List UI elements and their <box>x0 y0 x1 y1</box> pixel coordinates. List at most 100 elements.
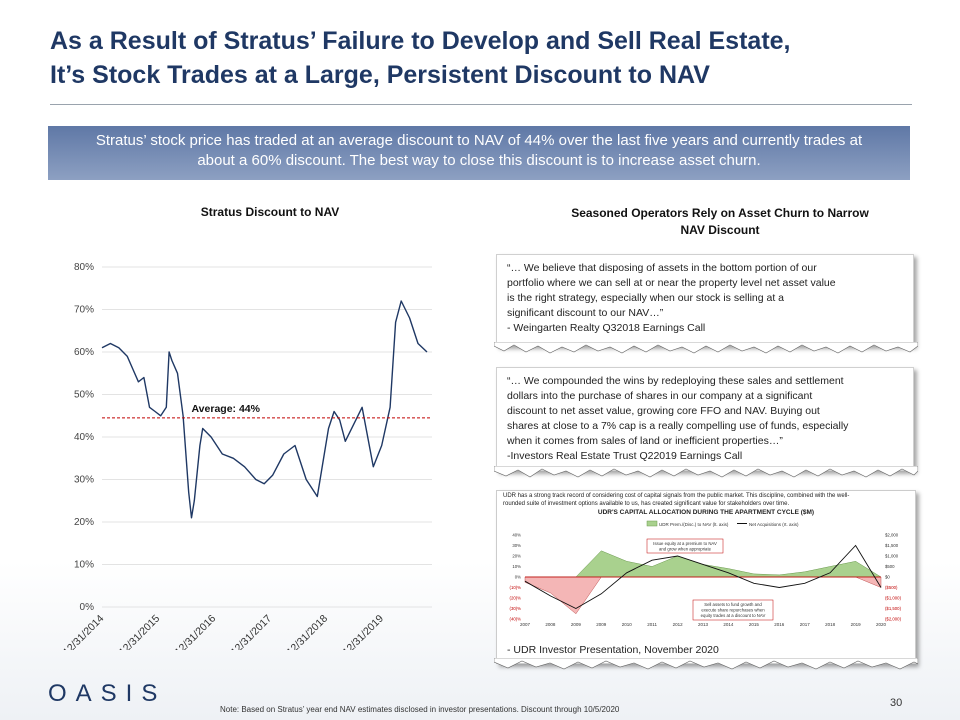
udr-right-tick-label: ($500) <box>885 585 898 590</box>
udr-left-tick-label: (30)% <box>510 606 522 611</box>
udr-x-tick-label: 2010 <box>622 622 633 627</box>
discount-series-line <box>101 300 428 519</box>
quote-line: “… We compounded the wins by redeploying… <box>507 375 844 387</box>
right-title-line-2: NAV Discount <box>680 223 760 237</box>
page-title-line-2: It’s Stock Trades at a Large, Persistent… <box>50 61 710 89</box>
quote-line: significant discount to our NAV…” <box>507 307 664 319</box>
udr-left-tick-label: (20)% <box>510 596 522 601</box>
average-label: Average: 44% <box>191 403 260 415</box>
quote-line: “… We believe that disposing of assets i… <box>507 262 817 274</box>
udr-left-tick-label: 10% <box>512 564 521 569</box>
udr-x-tick-label: 2012 <box>673 622 684 627</box>
chart-x-tick-label: 12/31/2015 <box>117 613 163 650</box>
chart-y-tick-label: 20% <box>74 517 94 528</box>
udr-annotation-top-text: Issue equity at a premium to NAV <box>653 541 717 546</box>
udr-annotation-bottom-text: execute share repurchases when <box>701 608 765 613</box>
udr-left-tick-label: (40)% <box>510 617 522 622</box>
udr-x-tick-label: 2018 <box>825 622 836 627</box>
udr-left-tick-label: 40% <box>512 533 521 538</box>
udr-right-tick-label: $500 <box>885 564 895 569</box>
udr-legend-swatch-premium <box>646 520 658 527</box>
page-title: As a Result of Stratus’ Failure to Devel… <box>50 24 930 92</box>
chart-y-tick-label: 60% <box>74 347 94 358</box>
quote-line: when it comes from sales of land or inef… <box>507 435 783 447</box>
udr-annotation-bottom-text: Sell assets to fund growth and <box>704 602 762 607</box>
udr-annotation-top-text: and grow when appropriate <box>659 547 712 552</box>
udr-legend: UDR Prem./(Disc.) to NAV (lt. axis) Net … <box>646 520 799 527</box>
udr-left-tick-label: 30% <box>512 543 521 548</box>
page-number: 30 <box>890 697 903 709</box>
quote-source: -Investors Real Estate Trust Q22019 Earn… <box>507 450 743 462</box>
chart-title: Stratus Discount to NAV <box>200 205 340 219</box>
udr-x-tick-label: 2014 <box>723 622 734 627</box>
udr-x-tick-label: 2020 <box>876 622 887 627</box>
udr-right-tick-label: $2,000 <box>885 533 899 538</box>
chart-x-tick-label: 12/31/2018 <box>284 613 330 650</box>
udr-x-tick-label: 2019 <box>851 622 862 627</box>
udr-right-tick-label: ($2,000) <box>885 617 902 622</box>
udr-right-tick-label: $0 <box>885 575 890 580</box>
quote-line: dollars into the purchase of shares in o… <box>507 390 813 402</box>
udr-annotation-bottom-box <box>692 599 774 621</box>
title-divider <box>50 104 912 105</box>
udr-x-tick-label: 2015 <box>749 622 760 627</box>
quote-line: shares at close to a 7% cap is a really … <box>507 420 849 432</box>
quote-line: discount to net asset value, growing cor… <box>507 405 820 417</box>
quote-line: is the right strategy, especially when o… <box>507 292 785 304</box>
udr-x-tick-label: 2009 <box>596 622 607 627</box>
chart-y-tick-label: 0% <box>80 602 95 613</box>
udr-chart-title: UDR'S CAPITAL ALLOCATION DURING THE APAR… <box>597 509 815 516</box>
udr-legend-label-net: Net Acquisitions (rt. axis) <box>749 522 799 527</box>
quote-line: portfolio where we can sell at or near t… <box>507 277 836 289</box>
udr-annotation-top: Issue equity at a premium to NAV and gro… <box>646 538 724 554</box>
udr-x-axis: 2007 2008 2009 2009 2010 2011 2012 2013 2014 2015… <box>520 622 887 627</box>
udr-capital-allocation-chart: UDR Prem./(Disc.) to NAV (lt. axis) Net … <box>510 520 902 627</box>
udr-header-line-1: UDR has a strong track record of conside… <box>503 493 850 499</box>
quote-source: - Weingarten Realty Q32018 Earnings Call <box>507 322 706 334</box>
udr-right-tick-label: $1,000 <box>885 554 899 559</box>
udr-net-acquisitions-line <box>524 544 882 610</box>
chart-y-tick-label: 70% <box>74 305 94 316</box>
udr-x-tick-label: 2017 <box>800 622 811 627</box>
udr-left-tick-label: 0% <box>515 575 521 580</box>
quote-investors-real-estate-trust: “… We compounded the wins by redeploying… <box>496 367 914 471</box>
udr-x-tick-label: 2009 <box>571 622 582 627</box>
udr-left-tick-label: (10)% <box>510 585 522 590</box>
summary-banner: Stratus’ stock price has traded at an av… <box>48 126 910 180</box>
udr-header-text: UDR has a strong track record of conside… <box>503 493 909 508</box>
summary-line-1: Stratus’ stock price has traded at an av… <box>95 132 863 149</box>
udr-left-tick-label: 20% <box>512 554 521 559</box>
page-title-line-1: As a Result of Stratus’ Failure to Devel… <box>50 27 791 55</box>
udr-exhibit: UDR has a strong track record of conside… <box>496 490 916 664</box>
chart-x-tick-label: 12/31/2017 <box>229 613 275 650</box>
udr-x-tick-label: 2011 <box>647 622 657 627</box>
discount-chart: 0%10%20%30%40%50%60%70%80% 12/31/2014 12/… <box>61 262 432 650</box>
right-section-title: Seasoned Operators Rely on Asset Churn t… <box>520 205 920 239</box>
summary-line-2: about a 60% discount. The best way to cl… <box>197 152 761 169</box>
torn-edge-decoration <box>494 466 918 478</box>
torn-edge-decoration <box>494 658 918 670</box>
udr-right-tick-label: ($1,500) <box>885 606 902 611</box>
chart-y-tick-label: 10% <box>74 560 94 571</box>
udr-annotation-top-box <box>646 538 724 554</box>
udr-right-axis: $2,000 $1,500 $1,000 $500 $0 ($500) ($1,000) ($… <box>885 533 902 622</box>
udr-left-axis: 40% 30% 20% 10% 0% (10)% (20)% (30)% (40)% <box>510 533 522 622</box>
udr-x-tick-label: 2008 <box>545 622 556 627</box>
chart-gridlines <box>102 266 432 608</box>
udr-x-tick-label: 2013 <box>698 622 709 627</box>
udr-x-tick-label: 2007 <box>520 622 531 627</box>
quote-weingarten: “… We believe that disposing of assets i… <box>496 254 914 346</box>
udr-legend-label-premium: UDR Prem./(Disc.) to NAV (lt. axis) <box>659 522 729 527</box>
chart-y-tick-label: 80% <box>74 262 94 273</box>
udr-annotation-bottom: Sell assets to fund growth and execute s… <box>692 599 774 621</box>
oasis-logo: OASIS <box>48 680 167 707</box>
udr-x-tick-label: 2016 <box>774 622 785 627</box>
udr-right-tick-label: $1,500 <box>885 543 899 548</box>
chart-y-tick-label: 40% <box>74 432 94 443</box>
udr-right-tick-label: ($1,000) <box>885 596 902 601</box>
right-title-line-1: Seasoned Operators Rely on Asset Churn t… <box>571 206 869 220</box>
footnote: Note: Based on Stratus’ year end NAV est… <box>220 705 620 714</box>
udr-header-line-2: rounded suite of investment options avai… <box>503 500 790 507</box>
chart-x-tick-labels: 12/31/2014 12/31/2015 12/31/2016 12/31/2017… <box>61 613 386 650</box>
udr-caption: - UDR Investor Presentation, November 20… <box>507 644 719 656</box>
